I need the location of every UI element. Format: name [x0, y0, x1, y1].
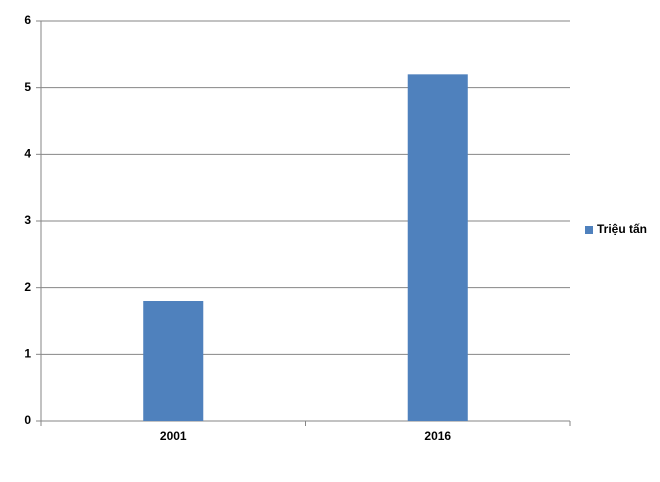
y-tick-label: 3	[24, 213, 31, 227]
legend-swatch	[585, 226, 593, 234]
bar	[407, 74, 468, 421]
y-tick-label: 2	[24, 280, 31, 294]
bar	[143, 301, 204, 421]
y-tick-label: 5	[24, 80, 31, 94]
x-tick-label: 2001	[160, 429, 187, 443]
y-tick-label: 1	[24, 347, 31, 361]
legend-label: Triệu tấn	[597, 222, 647, 236]
y-tick-label: 6	[24, 13, 31, 27]
y-tick-label: 0	[24, 413, 31, 427]
y-tick-label: 4	[24, 147, 31, 161]
x-tick-label: 2016	[424, 429, 451, 443]
